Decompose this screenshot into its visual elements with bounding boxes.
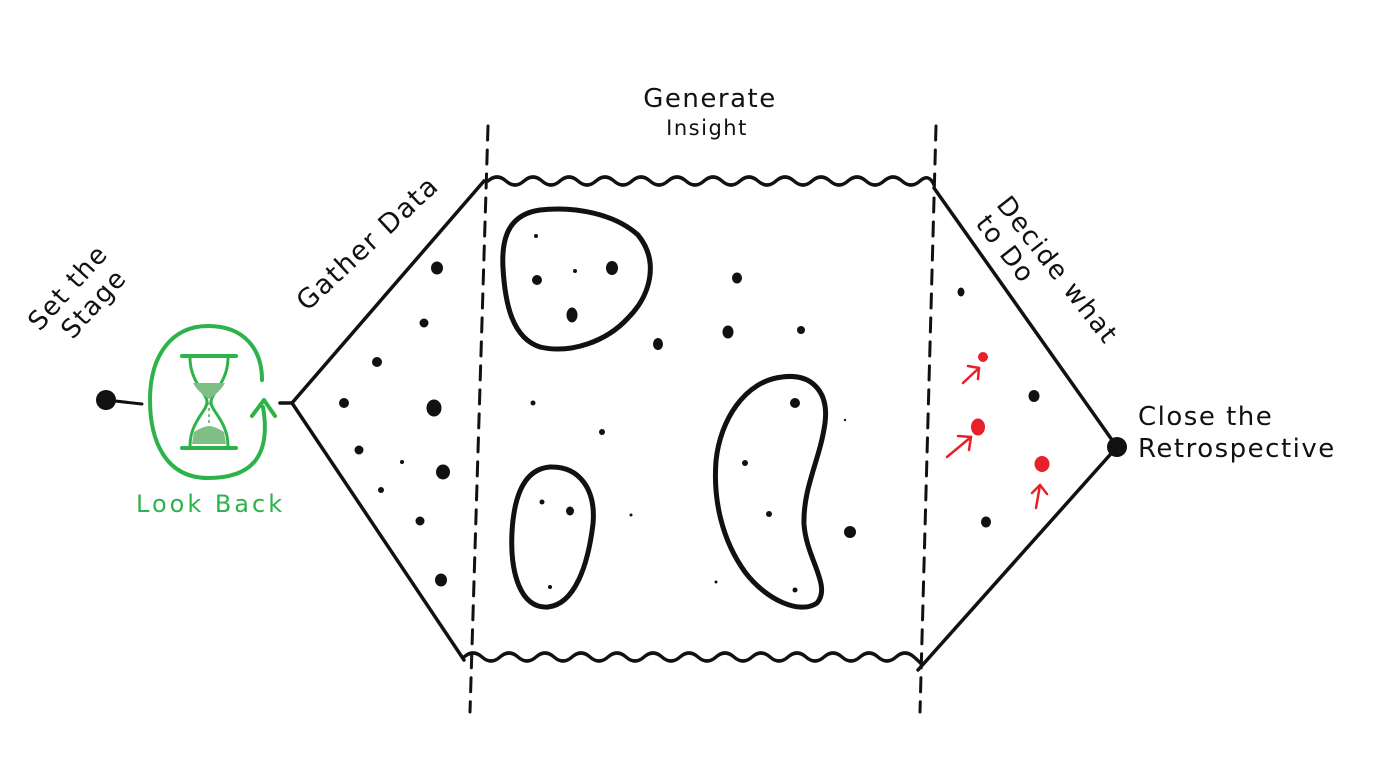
insight-clusters — [500, 206, 829, 610]
close-retrospective-line2: Retrospective — [1138, 434, 1336, 464]
phase-separators — [468, 124, 938, 714]
start-dot-icon — [96, 390, 116, 410]
red-arrow-icon — [1030, 483, 1049, 510]
phase-outline — [278, 175, 1119, 672]
hourglass-icon — [180, 354, 238, 450]
cluster-right — [712, 373, 829, 610]
generate-insight-line2: Insight — [666, 116, 748, 140]
separator-gather-generate — [468, 124, 490, 714]
look-back-cycle — [147, 323, 277, 481]
cluster-top-left — [500, 206, 653, 352]
red-arrow-icon — [961, 364, 981, 385]
action-item — [945, 418, 985, 459]
bottom-wavy-edge — [462, 651, 924, 667]
top-wavy-edge — [486, 175, 936, 187]
close-retrospective-line1: Close the — [1138, 402, 1274, 432]
start-point — [96, 390, 144, 410]
cluster-bottom-left — [509, 464, 596, 610]
red-arrow-icon — [945, 434, 973, 459]
action-item — [961, 352, 988, 385]
cycle-arrow-icon — [147, 323, 267, 481]
look-back-label: Look Back — [136, 490, 286, 518]
data-points — [339, 234, 1040, 593]
close-retrospective-label: Close the Retrospective — [1138, 404, 1336, 462]
end-dot-icon — [1107, 437, 1127, 457]
action-items — [945, 352, 1050, 510]
generate-insight-label: Generate Insight — [640, 86, 780, 139]
generate-insight-line1: Generate — [643, 84, 777, 114]
separator-generate-decide — [918, 124, 938, 714]
action-item — [1030, 456, 1050, 510]
